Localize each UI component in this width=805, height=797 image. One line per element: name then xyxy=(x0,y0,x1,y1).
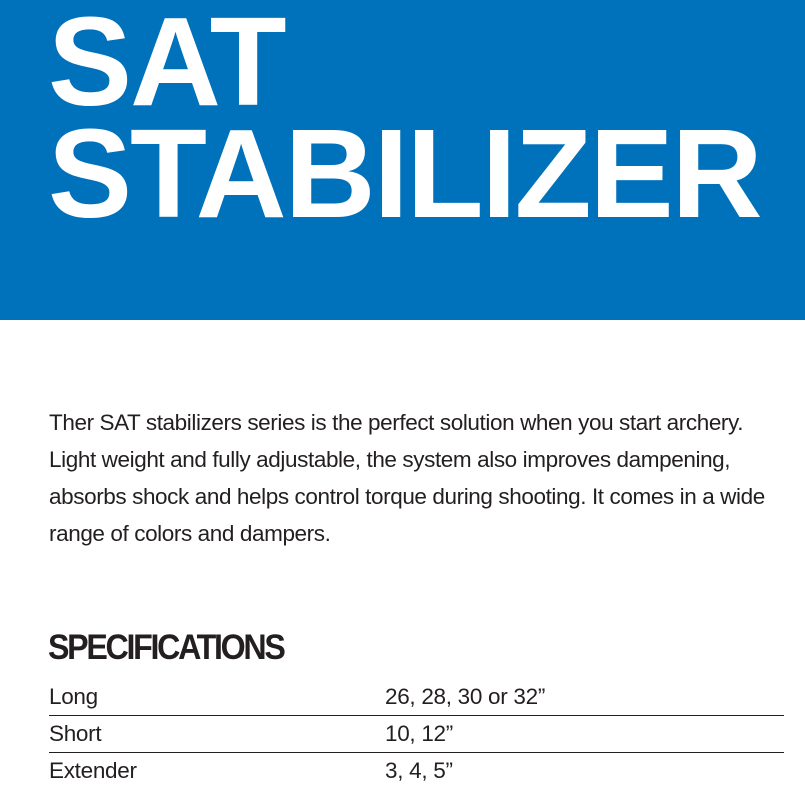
specifications-table: Long 26, 28, 30 or 32” Short 10, 12” Ext… xyxy=(49,679,784,789)
spec-row: Long 26, 28, 30 or 32” xyxy=(49,679,784,716)
spec-label: Long xyxy=(49,684,98,709)
spec-label: Extender xyxy=(49,758,137,783)
spec-row: Short 10, 12” xyxy=(49,716,784,753)
spec-value: 10, 12” xyxy=(385,721,453,746)
specifications-heading: SPECIFICATIONS xyxy=(48,628,286,667)
spec-label: Short xyxy=(49,721,102,746)
page-title: SAT STABILIZER xyxy=(48,0,763,237)
title-banner: SAT STABILIZER xyxy=(0,0,805,320)
spec-row: Extender 3, 4, 5” xyxy=(49,753,784,789)
title-line-2: STABILIZER xyxy=(48,103,763,244)
spec-value: 26, 28, 30 or 32” xyxy=(385,684,546,709)
product-description: Ther SAT stabilizers series is the perfe… xyxy=(49,410,765,546)
title-line-1: SAT xyxy=(48,0,287,132)
spec-value: 3, 4, 5” xyxy=(385,758,453,783)
